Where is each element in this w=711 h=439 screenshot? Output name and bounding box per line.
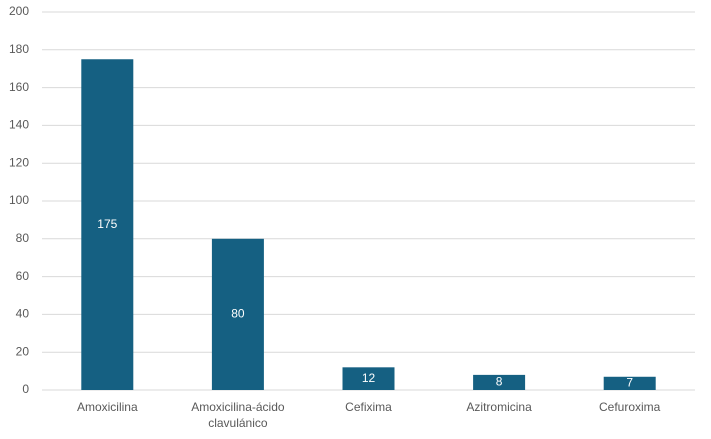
y-tick-label: 20 (16, 344, 30, 358)
y-tick-label: 40 (16, 307, 30, 321)
bar (473, 374, 526, 390)
x-tick-label: Azitromicina (466, 400, 532, 414)
y-tick-label: 0 (22, 382, 29, 396)
y-tick-label: 140 (9, 118, 29, 132)
y-tick-label: 200 (9, 4, 29, 18)
bar (603, 376, 656, 390)
x-tick-label: Cefixima (345, 400, 392, 414)
y-tick-label: 80 (16, 231, 30, 245)
data-label: 8 (496, 375, 503, 389)
data-label: 80 (231, 307, 245, 321)
data-label: 12 (362, 371, 376, 385)
y-tick-label: 60 (16, 269, 30, 283)
bar (211, 238, 264, 390)
data-label: 7 (626, 376, 633, 390)
x-tick-label: Amoxicilina (76, 400, 138, 414)
y-tick-label: 120 (9, 155, 29, 169)
bar (81, 59, 134, 390)
bar (342, 367, 395, 390)
y-tick-label: 160 (9, 80, 29, 94)
x-tick-label: Cefuroxima (599, 400, 661, 414)
x-tick-label: Amoxicilina-ácido clavulánico (191, 400, 285, 430)
y-tick-label: 100 (9, 193, 29, 207)
data-label: 175 (97, 217, 117, 231)
y-tick-label: 180 (9, 42, 29, 56)
